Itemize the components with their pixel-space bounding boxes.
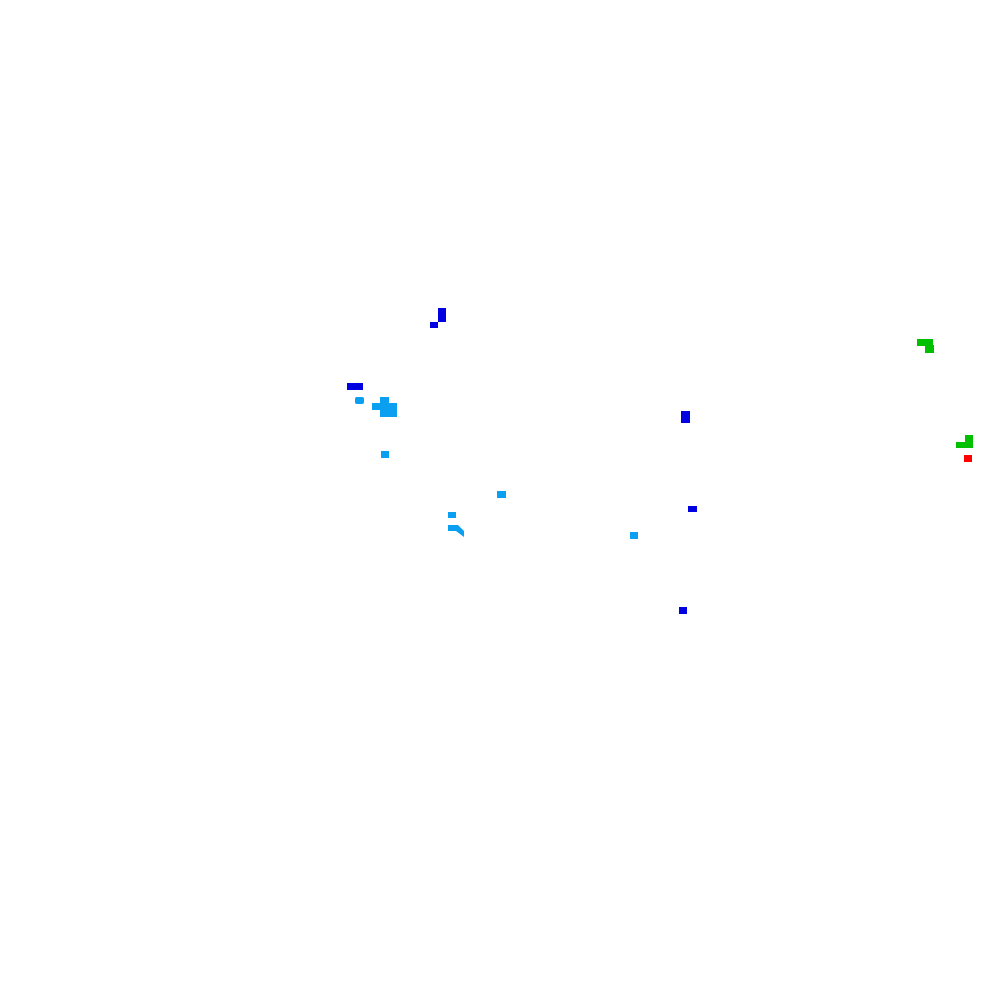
blob — [630, 532, 638, 539]
blob — [448, 525, 464, 537]
blob — [347, 383, 363, 390]
blob — [956, 442, 966, 448]
red-blob — [964, 455, 972, 462]
blob — [925, 345, 934, 353]
blob — [679, 607, 687, 614]
blob — [965, 435, 973, 448]
blob — [381, 451, 389, 458]
dark-blue-blobs — [347, 308, 697, 614]
blob — [430, 322, 438, 328]
light-blue-blobs — [355, 397, 638, 539]
blob — [497, 491, 506, 498]
blob — [355, 397, 364, 404]
blob — [380, 397, 389, 403]
blob — [438, 308, 446, 322]
blob — [917, 339, 933, 346]
blob — [372, 403, 380, 410]
blob — [448, 512, 456, 518]
blob — [688, 506, 697, 512]
blob — [681, 411, 690, 423]
green-blobs — [917, 339, 973, 448]
blob — [380, 403, 397, 417]
